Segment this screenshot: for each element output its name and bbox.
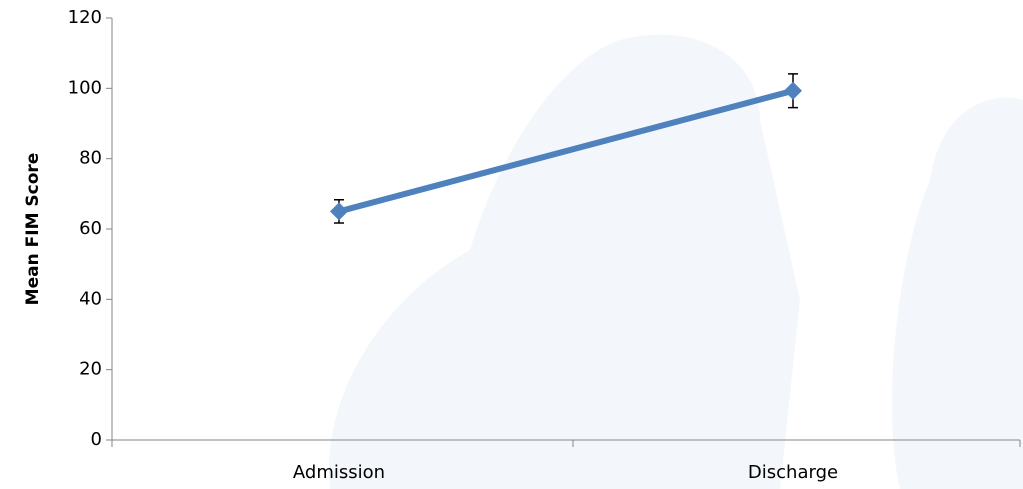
y-tick-label: 100 (68, 77, 102, 98)
data-line (336, 87, 796, 215)
x-tick-label: Discharge (748, 462, 838, 483)
y-tick-label: 20 (79, 359, 102, 380)
marker (784, 81, 802, 100)
y-tick-label: 0 (91, 429, 102, 450)
watermark (328, 34, 1023, 489)
marker (330, 202, 348, 221)
y-tick-label: 60 (79, 218, 102, 239)
y-tick-label: 40 (79, 288, 102, 309)
y-tick-label: 80 (79, 148, 102, 169)
x-tick-label: Admission (293, 462, 385, 483)
y-axis-label: Mean FIM Score (23, 153, 43, 306)
y-tick-label: 120 (68, 7, 102, 28)
